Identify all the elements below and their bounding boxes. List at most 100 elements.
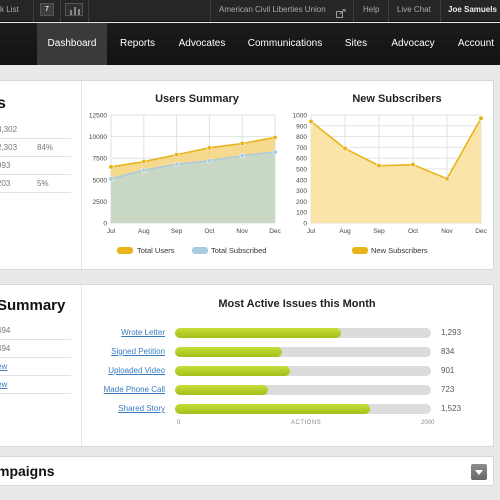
divider — [81, 81, 82, 269]
y-tick-label: 200 — [296, 199, 307, 206]
nav-communications[interactable]: Communications — [247, 38, 323, 49]
issue-value-label: 901 — [441, 366, 455, 375]
data-point — [206, 145, 212, 151]
campaigns-title: mpaigns — [0, 463, 55, 479]
data-point — [478, 115, 484, 121]
summary-title: Summary — [0, 297, 66, 314]
issue-bar-track — [175, 366, 431, 376]
nav-advocates[interactable]: Advocates — [178, 38, 226, 49]
divider — [88, 0, 89, 22]
divider — [388, 0, 389, 22]
new-subscribers-chart: 0 100 200 300 400 500 600 700 800 900 1000 Jul Aug Se… — [293, 113, 488, 236]
x-tick-label: Nov — [441, 228, 453, 235]
y-tick-label: 1000 — [293, 113, 308, 120]
x-tick-label: Sep — [373, 228, 385, 235]
data-point — [272, 149, 278, 155]
stat-row: 2,303 84% — [0, 139, 71, 157]
issue-label[interactable]: Wrote Letter — [121, 328, 165, 337]
data-point — [342, 145, 348, 152]
y-tick-label: 10000 — [89, 134, 107, 141]
issue-bar-track — [175, 328, 431, 338]
legend-swatch-total-subscribed — [192, 247, 208, 254]
nav-reports[interactable]: Reports — [119, 38, 155, 49]
stat-value: 2,303 — [0, 143, 18, 152]
axis-label: ACTIONS — [291, 420, 322, 426]
issue-value-label: 1,523 — [441, 404, 462, 413]
x-tick-label: Nov — [236, 228, 248, 235]
users-summary-chart: 0 2500 5000 7500 10000 12500 Jul Aug Sep Oct Nov De… — [89, 113, 282, 236]
x-tick-label: Aug — [138, 228, 150, 235]
y-tick-label: 7500 — [93, 156, 108, 163]
view-link[interactable]: ew — [0, 380, 8, 389]
main-nav: Dashboard Reports Advocates Communicatio… — [0, 23, 500, 65]
new-subscribers-title: New Subscribers — [352, 93, 442, 105]
series-line — [110, 136, 276, 168]
series-line — [310, 117, 482, 180]
x-tick-label: Oct — [204, 228, 214, 235]
y-tick-label: 2500 — [93, 199, 108, 206]
data-point — [173, 161, 180, 167]
nav-advocacy[interactable]: Advocacy — [391, 38, 435, 49]
external-link-icon[interactable] — [336, 6, 346, 18]
data-point — [108, 176, 114, 182]
top-utility-bar: k List 7 American Civil Liberties Union … — [0, 0, 500, 22]
help-link[interactable]: Help — [363, 5, 380, 14]
summary-row: 494 — [0, 322, 71, 340]
issue-label[interactable]: Shared Story — [118, 404, 165, 413]
org-switcher[interactable]: American Civil Liberties Union — [219, 5, 326, 14]
summary-row: 494 — [0, 340, 71, 358]
series-area — [111, 152, 275, 223]
issue-label[interactable]: Uploaded Video — [108, 366, 165, 375]
live-chat-link[interactable]: Live Chat — [397, 5, 431, 14]
data-point — [239, 153, 245, 159]
issue-value-label: 1,293 — [441, 328, 462, 337]
summary-row: ew — [0, 358, 71, 376]
divider — [60, 0, 61, 22]
nav-sites[interactable]: Sites — [344, 38, 368, 49]
summary-value: 494 — [0, 326, 11, 335]
stat-percent: 5% — [37, 179, 49, 188]
issue-label[interactable]: Signed Petition — [111, 347, 165, 356]
issue-bar-track — [175, 404, 431, 414]
issue-bar — [175, 347, 282, 357]
y-tick-label: 300 — [296, 188, 307, 195]
x-tick-label: Oct — [408, 228, 418, 235]
series-area — [311, 118, 481, 223]
x-tick-label: Dec — [475, 228, 487, 235]
issue-bar — [175, 404, 370, 414]
summary-row: ew — [0, 376, 71, 394]
issue-label[interactable]: Made Phone Call — [103, 385, 165, 394]
y-tick-label: 500 — [296, 167, 307, 174]
nav-dashboard[interactable]: Dashboard — [37, 23, 107, 65]
series-line — [110, 151, 276, 180]
data-point — [173, 152, 180, 158]
y-tick-label: 100 — [296, 210, 307, 217]
activity-panel: Summary 494 494 ew ew Most Active Issues… — [0, 284, 494, 447]
collapse-button[interactable] — [471, 464, 487, 480]
legend-swatch-total-users — [117, 247, 133, 254]
user-menu[interactable]: Joe Samuels — [448, 5, 497, 14]
data-point — [141, 159, 147, 165]
view-link[interactable]: ew — [0, 362, 8, 371]
y-tick-label: 600 — [296, 156, 307, 163]
divider — [353, 0, 354, 22]
data-point — [239, 140, 245, 147]
issue-bar-track — [175, 347, 431, 357]
data-point — [444, 176, 450, 182]
y-tick-label: 700 — [296, 145, 307, 152]
nav-account[interactable]: Account — [457, 38, 495, 49]
axis-max-label: 2000 — [421, 420, 435, 426]
count-badge[interactable]: 7 — [40, 3, 54, 16]
axis-min-label: 0 — [177, 420, 181, 426]
y-tick-label: 400 — [296, 177, 307, 184]
bar-chart-icon[interactable] — [65, 3, 83, 16]
stat-value: 3,302 — [0, 125, 18, 134]
x-tick-label: Jul — [107, 228, 116, 235]
data-point — [376, 163, 382, 169]
divider — [33, 0, 34, 22]
data-point — [206, 158, 212, 164]
legend-total-subscribed: Total Subscribed — [211, 246, 267, 255]
task-list-link[interactable]: k List — [0, 5, 19, 14]
y-tick-label: 0 — [103, 221, 107, 228]
x-tick-label: Aug — [339, 228, 351, 235]
